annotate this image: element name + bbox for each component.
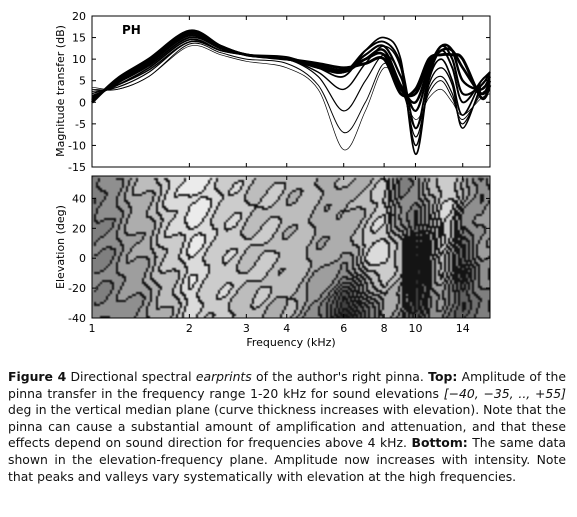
bottom-y-tick-label: 40	[72, 192, 86, 205]
bottom-y-axis-label: Elevation (deg)	[54, 205, 67, 289]
heatmap-image	[92, 176, 490, 318]
caption-text-3: Amplitude of the pinna transfer in the f…	[8, 369, 566, 401]
top-y-tick-label: 10	[72, 53, 86, 66]
bottom-y-tick-label: 0	[79, 252, 86, 265]
x-tick-label: 8	[381, 322, 388, 335]
curve-elev-20	[91, 34, 491, 112]
top-curves	[91, 29, 492, 155]
top-y-axis-label: Magnitude transfer (dB)	[54, 25, 67, 157]
caption-text-4: deg in the vertical median plane (curve …	[8, 402, 566, 451]
bottom-y-tick-label: -20	[68, 282, 86, 295]
curve-elev-55	[91, 29, 492, 104]
x-tick-label: 14	[456, 322, 470, 335]
figure-caption: Figure 4 Directional spectral earprints …	[8, 369, 566, 485]
x-tick-label: 6	[340, 322, 347, 335]
panel-label: PH	[122, 23, 141, 37]
curve-elev--30	[91, 42, 491, 133]
caption-text-5: The same data shown in the elevation-fre…	[8, 435, 566, 484]
bottom-y-axis: 40 20 0 -20 -40	[68, 192, 490, 325]
top-y-tick-label: 15	[72, 32, 86, 45]
caption-emphasis: earprints	[195, 369, 252, 384]
bottom-panel: 40 20 0 -20 -40 1 2 3 4 6 8 10 14 Elevation (deg) F…	[54, 175, 491, 349]
caption-text-1: Directional spectral	[70, 369, 192, 384]
bottom-plot-frame	[91, 175, 491, 319]
x-tick-label: 3	[243, 322, 250, 335]
x-axis-label: Frequency (kHz)	[246, 336, 335, 349]
top-y-axis: 20 15 10 5 0 -5 -10 -15	[68, 10, 490, 174]
x-tick-label: 10	[408, 322, 422, 335]
caption-top-label: Top:	[428, 369, 458, 384]
top-panel: 20 15 10 5 0 -5 -10 -15 PH Magnitude transfer (…	[54, 10, 492, 174]
top-y-tick-label: -10	[68, 139, 86, 152]
curve-elev--40	[91, 45, 491, 151]
figure-number: Figure 4	[8, 369, 67, 384]
bottom-y-tick-label: -40	[68, 312, 86, 325]
top-x-axis-ticks	[91, 16, 464, 167]
top-y-tick-label: 0	[79, 96, 86, 109]
x-tick-label: 2	[186, 322, 193, 335]
curve-elev-40	[91, 31, 492, 102]
bottom-y-tick-label: 20	[72, 222, 86, 235]
caption-text-2: of the author's right pinna.	[256, 369, 424, 384]
caption-math: [−40, −35, .., +55]	[443, 385, 566, 401]
top-y-tick-label: 5	[79, 75, 86, 88]
top-y-tick-label: -15	[68, 161, 86, 174]
top-y-tick-label: 20	[72, 10, 86, 23]
x-tick-label: 4	[283, 322, 290, 335]
curve-elev-10	[91, 36, 491, 130]
caption-bottom-label: Bottom:	[411, 435, 468, 451]
top-plot-frame	[91, 15, 491, 168]
x-tick-label: 1	[89, 322, 96, 335]
top-y-tick-label: -5	[75, 118, 86, 131]
x-axis: 1 2 3 4 6 8 10 14	[89, 176, 470, 335]
